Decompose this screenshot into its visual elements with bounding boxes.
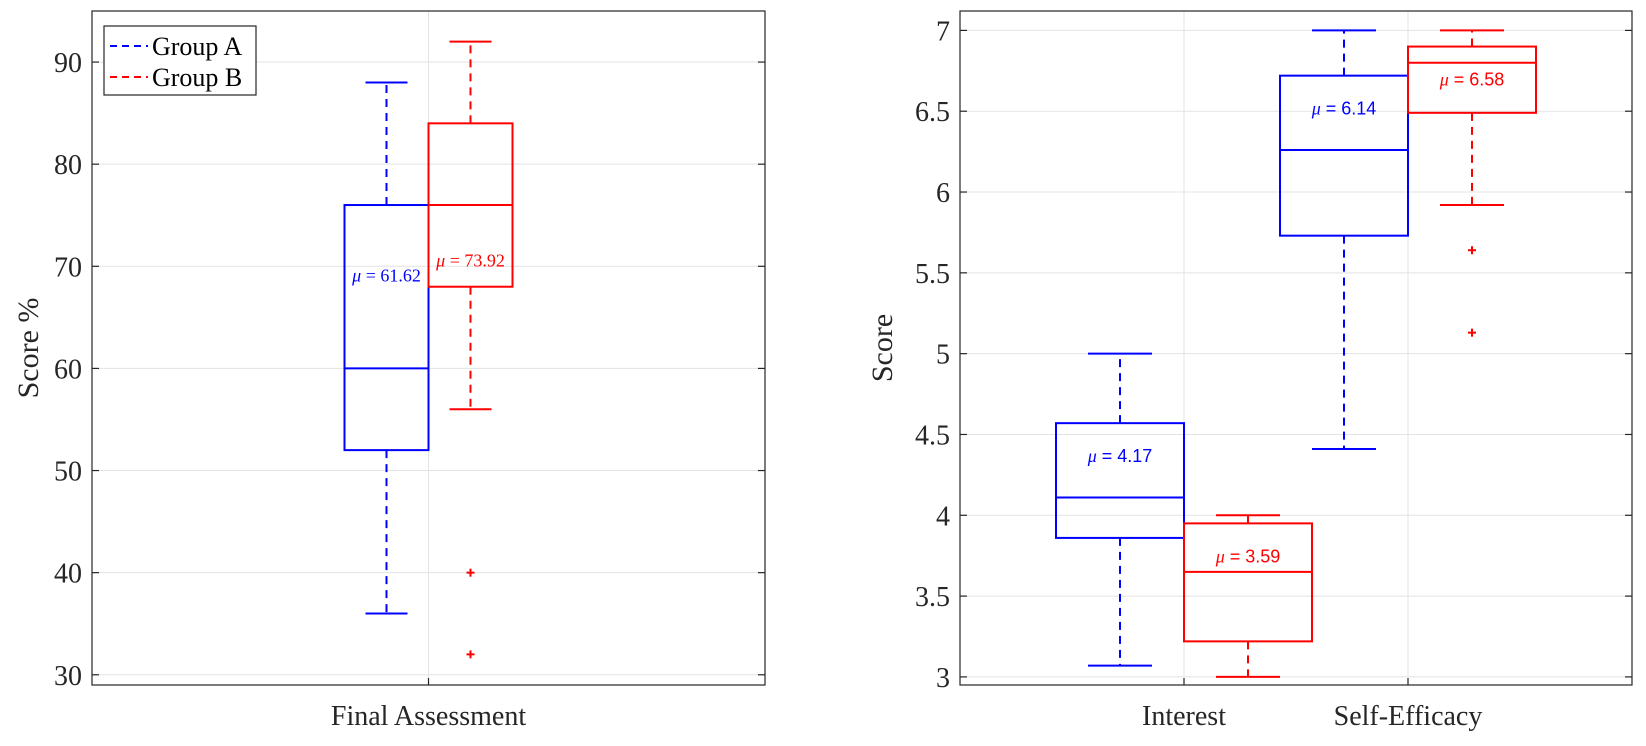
axes-frame bbox=[959, 10, 1633, 686]
y-tick-label: 40 bbox=[54, 559, 82, 590]
box-group-a: μ = 4.17 bbox=[1055, 352, 1185, 667]
y-tick-label: 5 bbox=[936, 340, 950, 371]
y-tick-label: 6 bbox=[936, 178, 950, 209]
legend-box bbox=[103, 25, 257, 96]
y-tick-label: 4.5 bbox=[915, 420, 950, 451]
mean-label: μ = 61.62 bbox=[351, 266, 421, 286]
box-iqr bbox=[1279, 74, 1409, 237]
box-group-b: μ = 6.58 bbox=[1407, 29, 1537, 337]
y-tick-label: 90 bbox=[54, 48, 82, 79]
legend-label-group-b: Group B bbox=[152, 63, 242, 92]
x-tick-label: Interest bbox=[1142, 701, 1226, 732]
y-tick-label: 5.5 bbox=[915, 259, 950, 290]
mean-label: μ = 6.58 bbox=[1439, 70, 1505, 90]
y-tick-label: 60 bbox=[54, 354, 82, 385]
box-group-b: μ = 3.59 bbox=[1183, 514, 1313, 678]
boxes: μ = 61.62 μ = 73.92 bbox=[343, 40, 514, 659]
x-tick-labels: Interest Self-Efficacy bbox=[1142, 701, 1482, 732]
y-tick-label: 50 bbox=[54, 457, 82, 488]
box-iqr bbox=[1183, 522, 1313, 643]
mean-label: μ = 3.59 bbox=[1215, 546, 1281, 566]
boxes: μ = 4.17 μ = 6.14 μ = 3.59 μ = 6.58 bbox=[1055, 29, 1537, 678]
final-assessment-chart: μ = 61.62 μ = 73.92 30 40 50 60 70 80 90 Final … bbox=[12, 10, 766, 732]
y-tick-labels: 30 40 50 60 70 80 90 bbox=[54, 48, 82, 692]
x-tick-labels: Final Assessment bbox=[331, 701, 526, 732]
y-tick-label: 30 bbox=[54, 661, 82, 692]
box-group-a: μ = 61.62 bbox=[343, 81, 430, 615]
box-group-a: μ = 6.14 bbox=[1279, 29, 1409, 451]
box-iqr bbox=[1055, 422, 1185, 539]
y-tick-label: 4 bbox=[936, 501, 950, 532]
legend: Group A Group B bbox=[103, 25, 257, 96]
y-tick-label: 70 bbox=[54, 252, 82, 283]
axes-frame bbox=[91, 10, 766, 686]
y-axis-label: Score bbox=[866, 314, 899, 382]
box-iqr bbox=[343, 204, 430, 452]
y-tick-label: 3 bbox=[936, 663, 950, 694]
interest-self-efficacy-chart: μ = 4.17 μ = 6.14 μ = 3.59 μ = 6.58 3 3.5 4 4.… bbox=[866, 10, 1633, 732]
y-tick-labels: 3 3.5 4 4.5 5 5.5 6 6.5 7 bbox=[915, 16, 950, 694]
box-group-b: μ = 73.92 bbox=[427, 40, 514, 659]
box-iqr bbox=[1407, 45, 1537, 114]
x-tick-label: Final Assessment bbox=[331, 701, 526, 732]
y-axis-label: Score % bbox=[12, 298, 45, 399]
y-tick-label: 3.5 bbox=[915, 582, 950, 613]
x-tick-label: Self-Efficacy bbox=[1334, 701, 1483, 732]
y-tick-label: 80 bbox=[54, 150, 82, 181]
mean-label: μ = 73.92 bbox=[435, 251, 505, 271]
y-tick-label: 6.5 bbox=[915, 97, 950, 128]
legend-label-group-a: Group A bbox=[152, 32, 243, 61]
y-tick-label: 7 bbox=[936, 16, 950, 47]
mean-label: μ = 4.17 bbox=[1087, 446, 1153, 466]
mean-label: μ = 6.14 bbox=[1311, 99, 1377, 119]
